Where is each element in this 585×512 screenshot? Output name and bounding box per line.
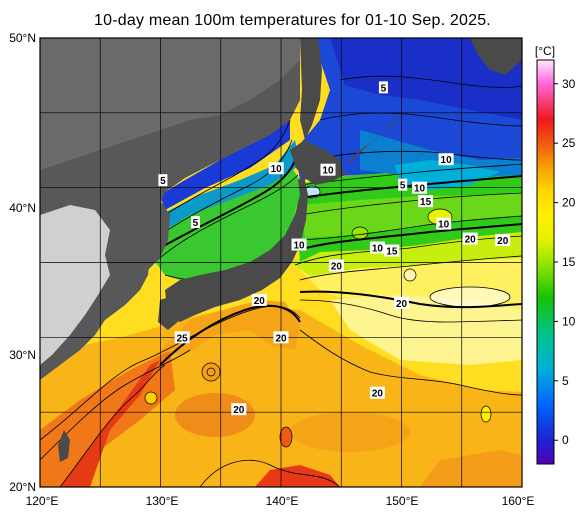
lon-label: 130°E: [146, 494, 179, 508]
contour-label-bg: [320, 163, 336, 176]
contour-label-bg: [369, 241, 385, 254]
contour-label-bg: [398, 178, 408, 191]
contour-label: 20: [372, 389, 384, 400]
contour-label-bg: [436, 217, 452, 230]
contour-label: 20: [331, 261, 343, 272]
colorbar-tick-label: 25: [562, 136, 576, 150]
lat-label: 40°N: [9, 201, 36, 215]
plot-frame: [39, 37, 523, 488]
contour-label: 5: [160, 176, 166, 187]
contour-label: 10: [414, 184, 426, 195]
contour-label: 15: [386, 247, 398, 258]
contour-label: 20: [275, 333, 287, 344]
contour-label-bg: [378, 81, 388, 94]
contour-label-bg: [412, 181, 428, 194]
contour-label: 15: [420, 197, 432, 208]
contour-label: 10: [441, 155, 453, 166]
colorbar-tick-label: 5: [562, 374, 569, 388]
contour-label: 10: [438, 220, 450, 231]
contour-label: 10: [372, 244, 384, 255]
lat-label: 50°N: [9, 31, 36, 45]
contour-label-bg: [251, 293, 267, 306]
map-title: 10-day mean 100m temperatures for 01-10 …: [94, 12, 491, 29]
lon-label: 140°E: [266, 494, 299, 508]
lon-label: 120°E: [26, 494, 59, 508]
contour-label-bg: [268, 162, 284, 175]
land-mask: [40, 38, 522, 462]
colorbar-scale: [536, 59, 555, 465]
contour-label-bg: [273, 331, 289, 344]
colorbar-tick-label: 30: [562, 77, 576, 91]
contour-label-bg: [158, 174, 168, 187]
colorbar: [°C] 30 25 20 15 10 5 0: [535, 44, 576, 465]
colorbar-tick-label: 15: [562, 255, 576, 269]
contour-label-bg: [174, 331, 190, 344]
contour-label-bg: [495, 234, 511, 247]
lat-label: 30°N: [9, 348, 36, 362]
contour-label: 20: [254, 296, 266, 307]
contour-label-bg: [384, 244, 400, 257]
colorbar-unit-label: [°C]: [535, 44, 555, 58]
contour-label-bg: [369, 386, 385, 399]
contour-label-bg: [328, 259, 344, 272]
contour-label: 10: [294, 241, 306, 252]
contour-label: 10: [271, 164, 283, 175]
contour-label: 5: [381, 83, 387, 94]
colorbar-tick-label: 20: [562, 196, 576, 210]
contour-label: 20: [465, 235, 477, 246]
contour-label: 5: [400, 181, 406, 192]
lon-axis: 120°E 130°E 140°E 150°E 160°E: [26, 494, 535, 508]
contour-label-bg: [438, 153, 454, 166]
contour-label-bg: [418, 195, 434, 208]
lat-axis: 50°N 40°N 30°N 20°N: [9, 31, 36, 494]
contour-label-bg: [462, 232, 478, 245]
contour-label-bg: [190, 216, 200, 229]
contour-label: 5: [193, 218, 199, 229]
contour-label: 10: [322, 166, 334, 177]
contour-label: 25: [177, 333, 189, 344]
colorbar-tick-label: 0: [562, 433, 569, 447]
contour-label: 20: [233, 405, 245, 416]
contour-label: 20: [396, 299, 408, 310]
lon-label: 150°E: [386, 494, 419, 508]
lon-label: 160°E: [502, 494, 535, 508]
colorbar-tick-label: 10: [562, 314, 576, 328]
contour-label-bg: [231, 403, 247, 416]
contour-label-bg: [394, 296, 409, 309]
contour-label: 20: [497, 236, 509, 247]
lat-label: 20°N: [9, 480, 36, 494]
contour-label-bg: [291, 238, 307, 251]
